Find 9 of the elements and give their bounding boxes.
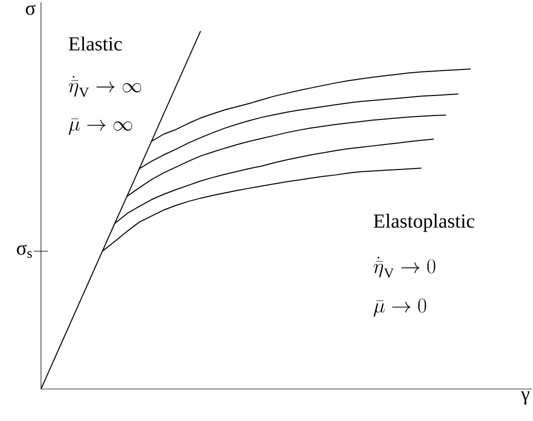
annotation: Elastoplastic <box>374 214 474 232</box>
x-axis-title: γ <box>520 391 530 405</box>
annotation: $\dot{\bar{\eta}}_{\mathrm{V}} \rightarrow 0$ <box>374 256 436 278</box>
y-axis-title: σ <box>26 4 36 15</box>
annotation: Elastic <box>68 36 122 51</box>
annotation: $\bar{\mu} \rightarrow \infty$ <box>68 118 132 135</box>
annotation: $\dot{\bar{\eta}}_{\mathrm{V}} \rightarrow \infty$ <box>68 76 142 98</box>
text: σ$_{s}$ <box>16 244 32 258</box>
annotation: $\bar{\mu} \rightarrow 0$ <box>374 298 426 317</box>
